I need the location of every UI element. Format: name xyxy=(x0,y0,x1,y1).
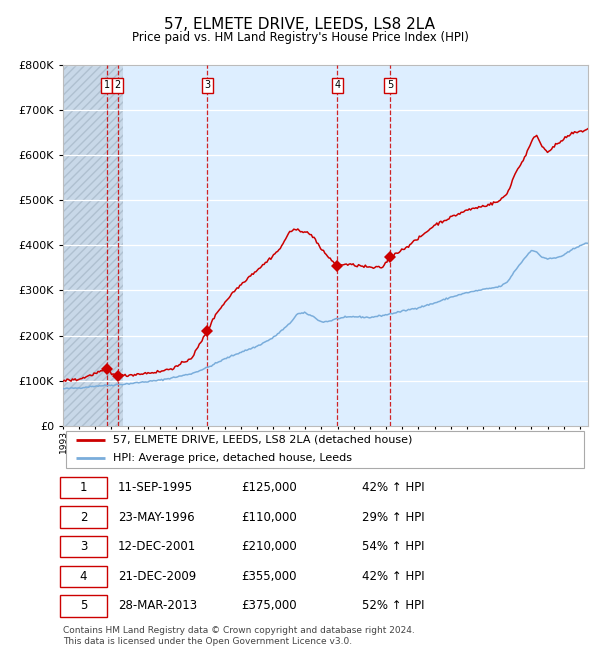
Text: 12-DEC-2001: 12-DEC-2001 xyxy=(118,540,196,553)
FancyBboxPatch shape xyxy=(61,476,107,498)
Text: 28-MAR-2013: 28-MAR-2013 xyxy=(118,599,197,612)
Text: 3: 3 xyxy=(205,81,211,90)
FancyBboxPatch shape xyxy=(61,566,107,587)
Text: 54% ↑ HPI: 54% ↑ HPI xyxy=(362,540,425,553)
Text: 3: 3 xyxy=(80,540,87,553)
Text: 4: 4 xyxy=(334,81,340,90)
Text: 21-DEC-2009: 21-DEC-2009 xyxy=(118,570,196,583)
Text: HPI: Average price, detached house, Leeds: HPI: Average price, detached house, Leed… xyxy=(113,454,352,463)
Text: 5: 5 xyxy=(387,81,393,90)
Text: 42% ↑ HPI: 42% ↑ HPI xyxy=(362,481,425,494)
Text: 2: 2 xyxy=(80,510,87,523)
Text: 11-SEP-1995: 11-SEP-1995 xyxy=(118,481,193,494)
Text: 5: 5 xyxy=(80,599,87,612)
Text: £110,000: £110,000 xyxy=(241,510,297,523)
Text: This data is licensed under the Open Government Licence v3.0.: This data is licensed under the Open Gov… xyxy=(63,636,352,645)
Text: 29% ↑ HPI: 29% ↑ HPI xyxy=(362,510,425,523)
Text: £355,000: £355,000 xyxy=(241,570,297,583)
Text: Price paid vs. HM Land Registry's House Price Index (HPI): Price paid vs. HM Land Registry's House … xyxy=(131,31,469,44)
Text: 4: 4 xyxy=(80,570,87,583)
Text: 57, ELMETE DRIVE, LEEDS, LS8 2LA: 57, ELMETE DRIVE, LEEDS, LS8 2LA xyxy=(164,16,436,32)
FancyBboxPatch shape xyxy=(61,595,107,617)
Text: £210,000: £210,000 xyxy=(241,540,297,553)
Text: 1: 1 xyxy=(104,81,110,90)
FancyBboxPatch shape xyxy=(65,430,584,468)
Text: 52% ↑ HPI: 52% ↑ HPI xyxy=(362,599,425,612)
Text: £125,000: £125,000 xyxy=(241,481,297,494)
Text: 42% ↑ HPI: 42% ↑ HPI xyxy=(362,570,425,583)
Text: 57, ELMETE DRIVE, LEEDS, LS8 2LA (detached house): 57, ELMETE DRIVE, LEEDS, LS8 2LA (detach… xyxy=(113,435,412,445)
Text: 1: 1 xyxy=(80,481,87,494)
Text: Contains HM Land Registry data © Crown copyright and database right 2024.: Contains HM Land Registry data © Crown c… xyxy=(63,626,415,635)
Text: 23-MAY-1996: 23-MAY-1996 xyxy=(118,510,195,523)
Text: £375,000: £375,000 xyxy=(241,599,297,612)
Text: 2: 2 xyxy=(115,81,121,90)
FancyBboxPatch shape xyxy=(61,536,107,557)
Bar xyxy=(63,65,123,426)
FancyBboxPatch shape xyxy=(61,506,107,528)
